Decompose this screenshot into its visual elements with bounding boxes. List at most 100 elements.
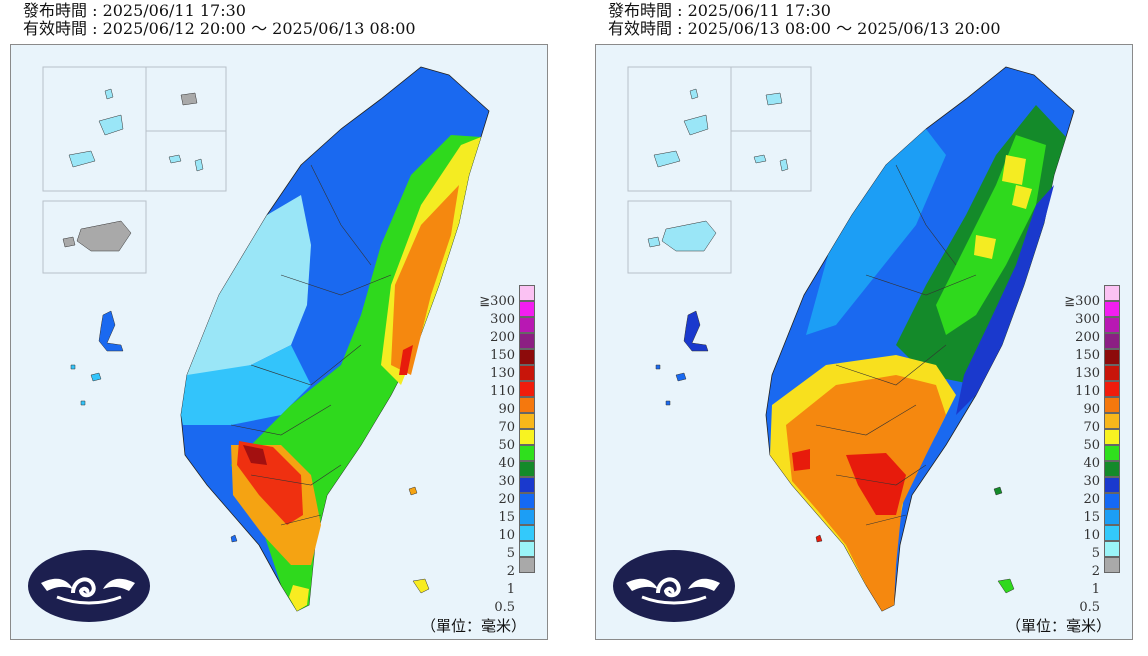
legend-swatch bbox=[519, 509, 535, 525]
legend-label: 110 bbox=[1075, 384, 1100, 399]
west-mid-zone bbox=[181, 345, 311, 425]
legend-label: 10 bbox=[498, 528, 515, 543]
legend-label: 30 bbox=[498, 474, 515, 489]
inset-dongyin bbox=[730, 66, 812, 132]
inset-dongyin bbox=[145, 66, 227, 132]
legend-label: 50 bbox=[498, 438, 515, 453]
central-lightgreen-zone bbox=[936, 135, 1046, 335]
rainfall-map-panel-left: 發布時間 : 2025/06/11 17:30 有效時間 : 2025/06/1… bbox=[0, 0, 560, 656]
legend-swatch bbox=[1104, 477, 1120, 493]
inset-kinmen bbox=[42, 200, 147, 274]
county-boundary bbox=[230, 164, 392, 526]
legend-swatch bbox=[1104, 525, 1120, 541]
west-light-zone bbox=[187, 195, 311, 375]
legend-label: 0.5 bbox=[494, 600, 515, 615]
legend-label: 0.5 bbox=[1079, 600, 1100, 615]
taiwan-rainfall-map bbox=[42, 66, 490, 612]
green-island bbox=[993, 486, 1003, 496]
taiwan-rainfall-map bbox=[627, 66, 1075, 612]
county-boundary bbox=[815, 164, 977, 526]
legend-label: 50 bbox=[1083, 438, 1100, 453]
legend-swatch bbox=[519, 477, 535, 493]
legend-swatch bbox=[1104, 509, 1120, 525]
legend-label: 10 bbox=[1083, 528, 1100, 543]
legend-swatch bbox=[1104, 541, 1120, 557]
legend-label: 90 bbox=[498, 402, 515, 417]
legend-swatch bbox=[1104, 493, 1120, 509]
issue-time: 發布時間 : 2025/06/11 17:30 bbox=[608, 1, 831, 20]
legend-swatch bbox=[519, 285, 535, 301]
legend-label: 130 bbox=[490, 366, 515, 381]
liuqiu-island bbox=[815, 534, 823, 543]
legend-swatch bbox=[1104, 317, 1120, 333]
legend-swatch bbox=[1104, 333, 1120, 349]
unit-label: （單位：毫米） bbox=[1006, 617, 1112, 635]
cwa-cloud-logo-icon bbox=[27, 549, 151, 627]
legend-label: 300 bbox=[1075, 312, 1100, 327]
legend-swatch bbox=[519, 333, 535, 349]
legend-label: 20 bbox=[1083, 492, 1100, 507]
legend-swatch bbox=[1104, 413, 1120, 429]
penghu-islands bbox=[98, 310, 124, 352]
legend-label: 110 bbox=[490, 384, 515, 399]
legend-label: 40 bbox=[498, 456, 515, 471]
orchid-island bbox=[997, 578, 1015, 594]
rainfall-map-panel-right: 發布時間 : 2025/06/11 17:30 有效時間 : 2025/06/1… bbox=[585, 0, 1145, 656]
legend-label: 30 bbox=[1083, 474, 1100, 489]
legend-label: 150 bbox=[490, 348, 515, 363]
valid-time: 有效時間 : 2025/06/13 08:00 ～ 2025/06/13 20:… bbox=[608, 19, 1001, 38]
legend-swatch bbox=[519, 413, 535, 429]
south-tip-yellow bbox=[289, 585, 309, 611]
legend-label: 130 bbox=[1075, 366, 1100, 381]
east-red-zone bbox=[399, 345, 413, 375]
legend-label: 1 bbox=[506, 582, 515, 597]
legend-swatch bbox=[1104, 285, 1120, 301]
green-island bbox=[408, 486, 418, 496]
legend-swatch bbox=[1104, 445, 1120, 461]
legend-swatch bbox=[519, 525, 535, 541]
east-orange-zone bbox=[391, 185, 459, 375]
legend-label: 90 bbox=[1083, 402, 1100, 417]
penghu-small-islands bbox=[655, 364, 687, 406]
legend-label: 200 bbox=[490, 330, 515, 345]
legend-label: 5 bbox=[506, 546, 515, 561]
orchid-island bbox=[412, 578, 430, 594]
inset-juguang bbox=[730, 130, 812, 192]
legend-swatch bbox=[1104, 557, 1120, 573]
map-frame: ≧300 300 200 150 130 110 90 70 50 40 30 … bbox=[595, 44, 1133, 640]
legend-swatch bbox=[519, 397, 535, 413]
legend-label: 70 bbox=[498, 420, 515, 435]
legend-swatch bbox=[519, 541, 535, 557]
legend-swatch bbox=[519, 445, 535, 461]
cwa-cloud-logo-icon bbox=[612, 549, 736, 627]
legend-label: 2 bbox=[506, 564, 515, 579]
legend-swatch bbox=[1104, 365, 1120, 381]
legend-swatch bbox=[519, 461, 535, 477]
legend-label: ≧300 bbox=[1064, 294, 1100, 309]
map-frame: ≧300 300 200 150 130 110 90 70 50 40 30 … bbox=[10, 44, 548, 640]
legend-swatch bbox=[1104, 429, 1120, 445]
legend-swatch bbox=[519, 381, 535, 397]
legend-label: 2 bbox=[1091, 564, 1100, 579]
penghu-small-islands bbox=[70, 364, 102, 406]
legend-label: 70 bbox=[1083, 420, 1100, 435]
inset-matsu bbox=[627, 66, 732, 192]
legend-label: 40 bbox=[1083, 456, 1100, 471]
legend-label: 15 bbox=[498, 510, 515, 525]
northwest-light-zone bbox=[806, 129, 946, 335]
issue-time: 發布時間 : 2025/06/11 17:30 bbox=[23, 1, 246, 20]
inset-juguang bbox=[145, 130, 227, 192]
legend-label: 5 bbox=[1091, 546, 1100, 561]
legend-label: 15 bbox=[1083, 510, 1100, 525]
legend-swatch bbox=[519, 317, 535, 333]
legend-label: ≧300 bbox=[479, 294, 515, 309]
central-yellow-spots bbox=[974, 155, 1032, 259]
east-blue-zone bbox=[956, 185, 1054, 415]
south-red-zone bbox=[792, 449, 906, 515]
legend-label: 150 bbox=[1075, 348, 1100, 363]
unit-label: （單位：毫米） bbox=[421, 617, 527, 635]
legend-swatch bbox=[519, 349, 535, 365]
legend-swatch bbox=[1104, 349, 1120, 365]
legend-swatch bbox=[519, 493, 535, 509]
legend-label: 200 bbox=[1075, 330, 1100, 345]
